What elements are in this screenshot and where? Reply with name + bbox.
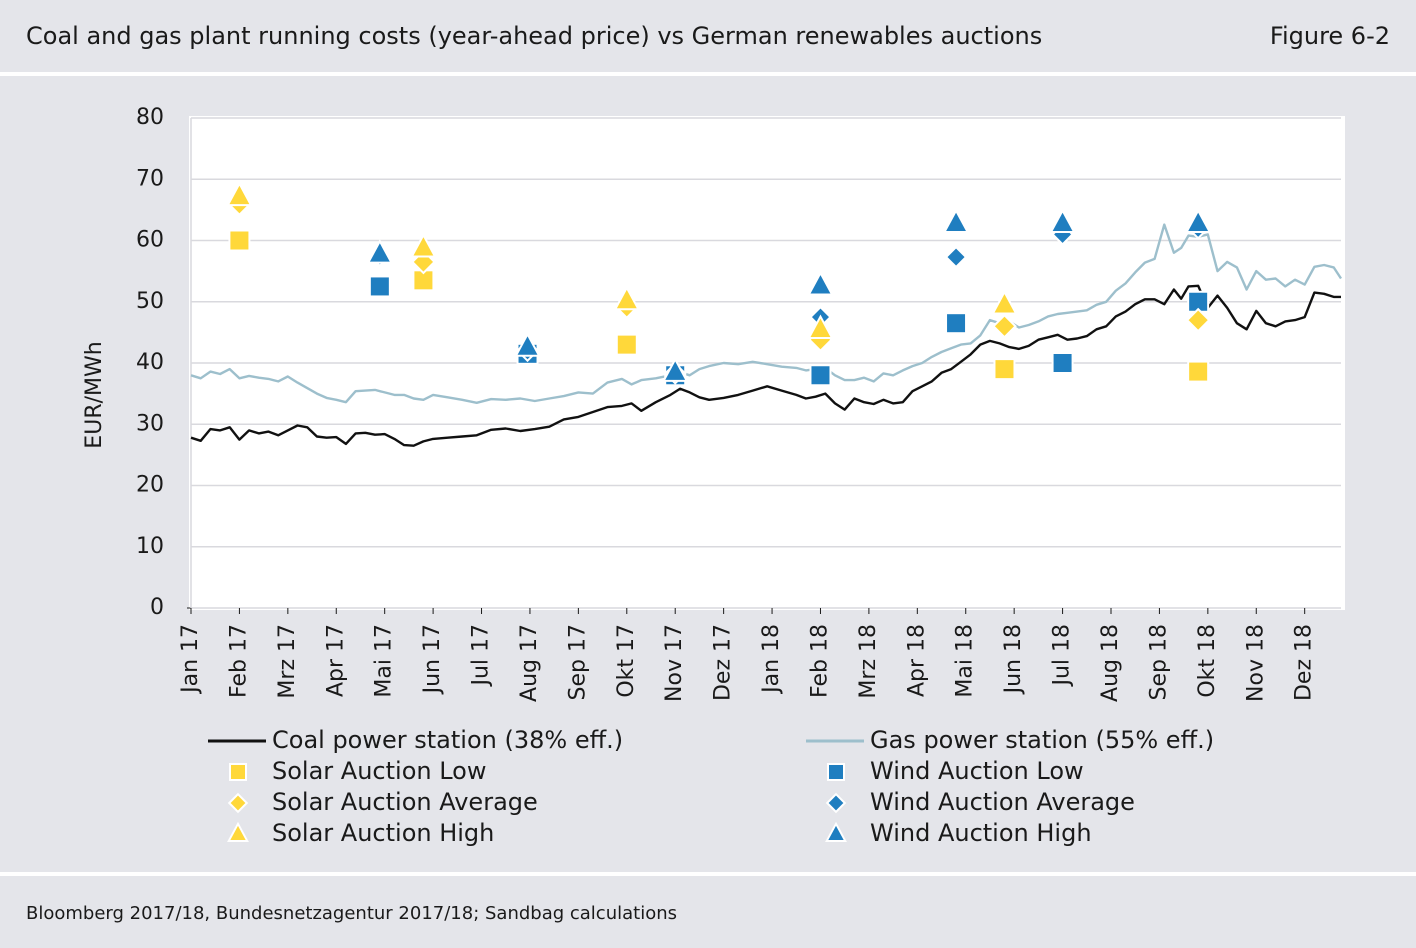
footer-divider — [0, 872, 1416, 876]
x-tick-label: Aug 17 — [517, 624, 542, 702]
x-tick-label: Jun 17 — [420, 624, 445, 695]
legend-label: Solar Auction Average — [272, 788, 538, 816]
legend-label: Solar Auction Low — [272, 757, 486, 785]
x-tick-label: Mrz 17 — [275, 624, 300, 699]
coal-power-station-38-eff-line — [190, 284, 1341, 447]
solar-auction-high-point — [226, 181, 253, 207]
x-tick-label: Nov 18 — [1243, 624, 1268, 702]
x-tick-label: Jan 17 — [178, 624, 203, 695]
y-tick-label: 80 — [136, 105, 164, 130]
x-tick-label: Jan 18 — [759, 624, 784, 695]
x-tick-label: Okt 17 — [614, 624, 639, 698]
legend-swatch — [825, 792, 847, 814]
y-tick-label: 10 — [136, 534, 164, 559]
y-tick-label: 50 — [136, 289, 164, 314]
wind-auction-low-point — [809, 364, 832, 387]
y-tick-label: 30 — [136, 411, 164, 436]
legend-item-coal-power-station-38-eff: Coal power station (38% eff.) — [208, 726, 623, 754]
legend-swatch — [827, 763, 845, 781]
solar-auction-high-point — [613, 285, 641, 311]
wind-auction-average-point — [944, 245, 968, 269]
wind-auction-high-point — [514, 332, 541, 357]
solar-auction-low-point — [228, 229, 251, 252]
solar-auction-low-point — [1187, 360, 1210, 383]
solar-auction-high-point — [807, 314, 834, 340]
x-tick-label: Mrz 18 — [856, 624, 881, 699]
legend-item-wind-auction-high: Wind Auction High — [825, 819, 1092, 847]
solar-auction-high-point — [991, 289, 1018, 315]
x-tick-label: Sep 17 — [565, 624, 590, 700]
solar-auction-average-point — [992, 313, 1017, 339]
legend-item-solar-auction-high: Solar Auction High — [227, 819, 494, 847]
wind-auction-high-point — [661, 357, 689, 382]
wind-auction-high-markers — [366, 208, 1212, 382]
solar-auction-average-point — [1185, 307, 1211, 333]
chart: 0 10 20 30 40 50 60 70 80 Jan 17 Feb 17 Mrz 17 Apr … — [82, 105, 1345, 847]
x-tick-label: Dez 18 — [1292, 624, 1317, 701]
header-divider — [0, 72, 1416, 76]
y-tick-label: 40 — [136, 350, 164, 375]
x-tick-label: Jun 18 — [1001, 624, 1026, 695]
grid-lines — [191, 117, 1341, 609]
x-tick-label: Apr 17 — [323, 624, 348, 697]
wind-auction-high-point — [807, 270, 834, 296]
y-tick-label: 20 — [136, 473, 164, 498]
solar-auction-low-markers — [228, 229, 1210, 383]
wind-auction-low-point — [945, 312, 968, 335]
x-tick-label: Nov 17 — [662, 624, 687, 702]
x-tick-label: Okt 18 — [1195, 624, 1220, 698]
x-tick-label: Mai 18 — [953, 624, 978, 698]
solar-auction-low-point — [615, 333, 638, 356]
wind-auction-low-point — [368, 275, 391, 298]
wind-auction-low-point — [1051, 352, 1074, 374]
legend-label: Gas power station (55% eff.) — [870, 726, 1214, 754]
solar-auction-high-markers — [226, 181, 1018, 340]
legend-swatch — [229, 763, 247, 781]
x-tick-label: Feb 18 — [807, 624, 832, 698]
x-tick-label: Aug 18 — [1098, 624, 1123, 702]
figure-title: Coal and gas plant running costs (year-a… — [26, 22, 1043, 50]
legend-swatch — [227, 792, 249, 814]
x-tick-label: Jul 17 — [469, 624, 494, 688]
x-tick-label: Mai 17 — [372, 624, 397, 698]
legend-label: Coal power station (38% eff.) — [272, 726, 623, 754]
y-tick-label: 70 — [136, 166, 164, 191]
wind-auction-high-point — [942, 208, 970, 234]
legend-label: Wind Auction Average — [870, 788, 1135, 816]
x-tick-label: Jul 18 — [1050, 624, 1075, 688]
wind-auction-high-point — [1049, 208, 1076, 234]
y-tick-label: 0 — [150, 595, 164, 620]
x-tick-label: Feb 17 — [226, 624, 251, 698]
legend-label: Solar Auction High — [272, 819, 494, 847]
legend-label: Wind Auction High — [870, 819, 1092, 847]
x-tick-label: Sep 18 — [1146, 624, 1171, 700]
wind-auction-high-point — [366, 239, 394, 264]
legend-item-wind-auction-low: Wind Auction Low — [827, 757, 1084, 785]
figure-header: Coal and gas plant running costs (year-a… — [0, 0, 1416, 72]
legend-swatch — [227, 821, 249, 842]
legend-swatch — [825, 821, 847, 842]
wind-auction-high-point — [1184, 208, 1212, 234]
y-axis: 0 10 20 30 40 50 60 70 80 — [136, 105, 192, 620]
legend-label: Wind Auction Low — [870, 757, 1084, 785]
source-note: Bloomberg 2017/18, Bundesnetzagentur 201… — [26, 903, 677, 924]
legend-item-wind-auction-average: Wind Auction Average — [825, 788, 1135, 816]
legend: Coal power station (38% eff.) Gas power s… — [208, 726, 1214, 847]
solar-auction-low-point — [993, 358, 1016, 381]
figure-number: Figure 6-2 — [1269, 22, 1390, 50]
legend-item-gas-power-station-55-eff: Gas power station (55% eff.) — [806, 726, 1214, 754]
x-tick-label: Dez 17 — [711, 624, 736, 701]
x-axis: Jan 17 Feb 17 Mrz 17 Apr 17 Mai 17 Jun 17 Jul … — [178, 608, 1317, 702]
x-tick-label: Apr 18 — [904, 624, 929, 697]
series-markers — [226, 181, 1212, 387]
solar-auction-high-point — [410, 232, 437, 258]
legend-item-solar-auction-average: Solar Auction Average — [227, 788, 538, 816]
y-tick-label: 60 — [136, 228, 164, 253]
legend-item-solar-auction-low: Solar Auction Low — [229, 757, 486, 785]
y-axis-label: EUR/MWh — [82, 341, 107, 448]
